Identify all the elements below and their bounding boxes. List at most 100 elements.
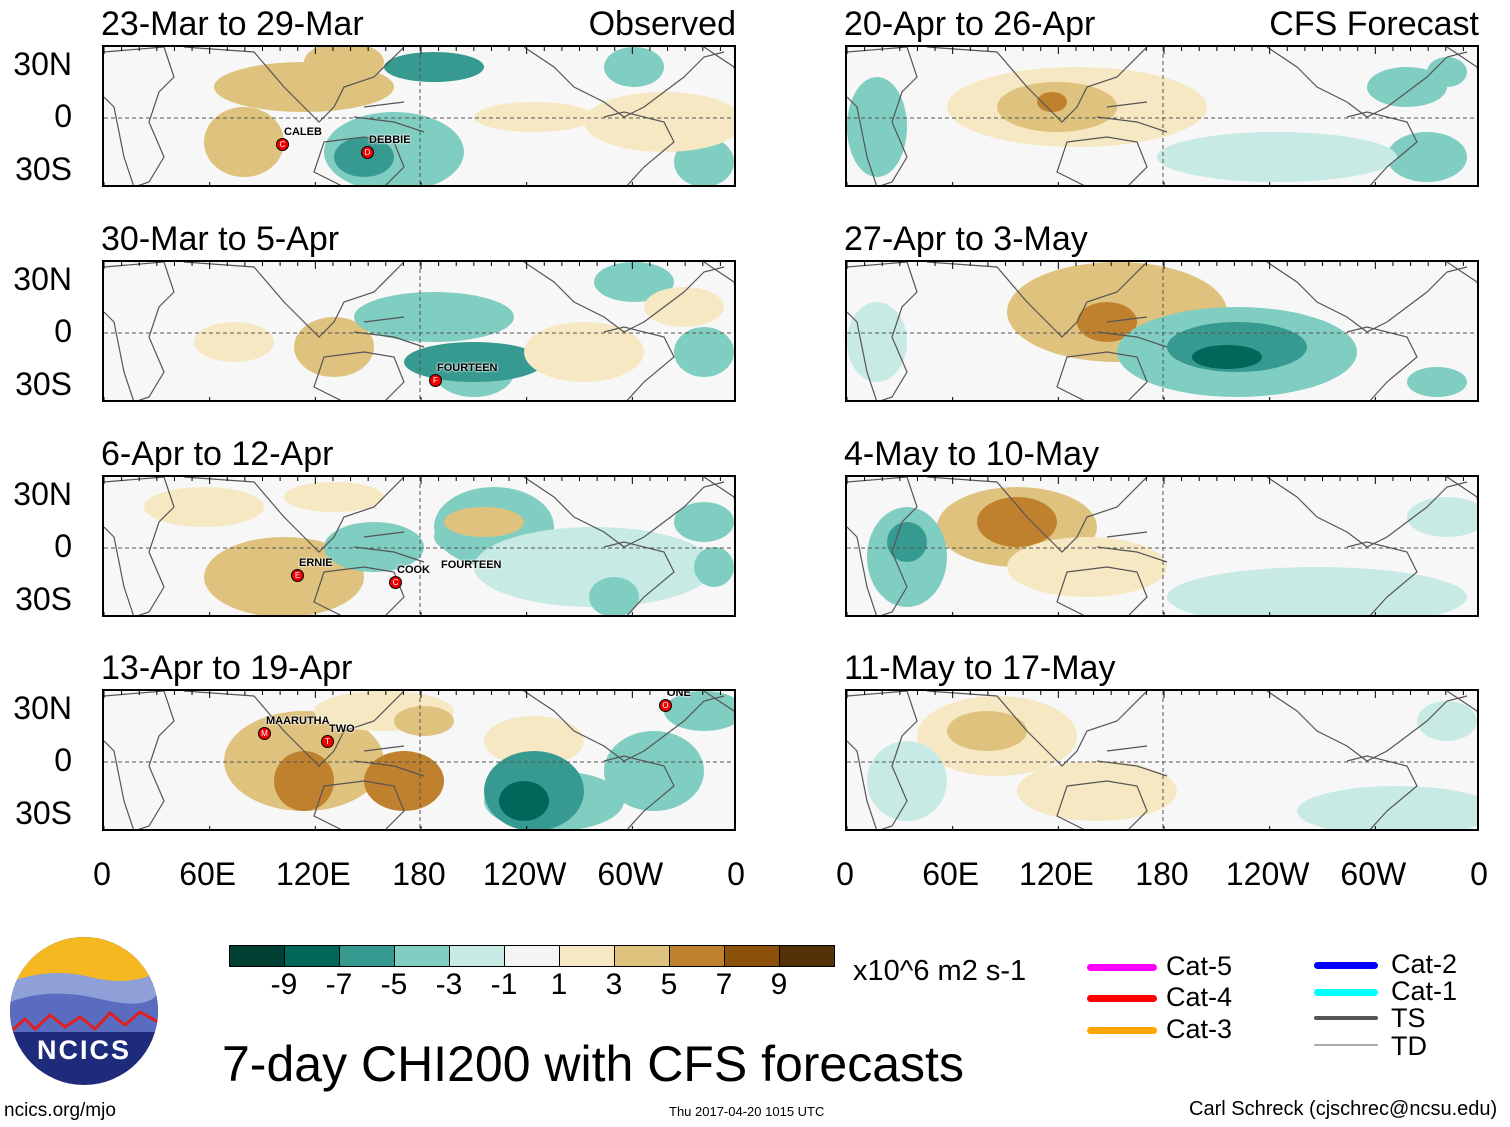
colorbar-label: -7 [325,968,353,1001]
anomaly-contour [847,302,907,382]
logo-text: NCICS [36,1035,131,1065]
colorbar-label: 1 [550,968,568,1001]
storm-label: CALEB [284,126,322,138]
map-panel: M MAARUTHA T TWO O ONE [102,689,736,831]
colorbar-label: -1 [490,968,518,1001]
lat-label: 0 [54,742,72,778]
legend-line-td [1314,1044,1378,1046]
storm-label: ONE [667,689,691,699]
storm-marker-icon[interactable]: E [291,569,304,582]
map-panel: E ERNIE C COOK FOURTEEN [102,475,736,617]
colorbar-swatch [559,945,615,967]
anomaly-contour [284,482,384,512]
anomaly-contour [674,327,734,377]
colorbar-units: x10^6 m2 s-1 [853,955,1027,987]
lon-label: 60E [179,856,237,892]
storm-marker-icon[interactable]: C [276,138,289,151]
lon-label: 60W [1340,856,1407,892]
lon-label: 0 [93,856,111,892]
anomaly-contour [1007,537,1167,597]
storm-marker-icon[interactable]: D [361,146,374,159]
panel-title: 30-Mar to 5-Apr [101,220,340,258]
storm-label: TWO [329,723,355,735]
panel-title: 13-Apr to 19-Apr [101,649,353,687]
legend-line-cat-2 [1314,962,1378,969]
lat-label: 30N [13,46,72,82]
chi200-anomaly-map [104,262,734,400]
lat-label: 0 [54,313,72,349]
anomaly-contour [1407,497,1477,537]
storm-marker-icon[interactable]: C [389,576,402,589]
storm-marker-icon[interactable]: T [321,735,334,748]
anomaly-contour [1387,132,1467,182]
legend-label: TS [1391,1003,1426,1033]
chi200-anomaly-map [847,262,1477,400]
legend-label: TD [1391,1031,1427,1061]
map-panel [845,260,1479,402]
anomaly-contour [664,691,734,731]
lon-label: 180 [392,856,446,892]
lon-label: 120E [1018,856,1094,892]
storm-label: ERNIE [299,557,333,569]
colorbar-swatch [669,945,725,967]
storm-label: MAARUTHA [266,715,330,727]
anomaly-contour [324,522,424,572]
colorbar-label: 7 [715,968,733,1001]
map-panel [845,689,1479,831]
colorbar-swatch [779,945,835,967]
anomaly-contour [499,781,549,821]
logo-mountains-icon [10,937,158,1034]
anomaly-contour [1192,345,1262,369]
anomaly-contour [444,507,524,537]
anomaly-contour [1297,786,1477,829]
map-panel: F FOURTEEN [102,260,736,402]
site-link[interactable]: ncics.org/mjo [4,1100,116,1121]
anomaly-contour [144,487,264,527]
main-title: 7-day CHI200 with CFS forecasts [222,1036,964,1092]
anomaly-contour [1167,567,1467,615]
legend-line-cat-1 [1314,989,1378,996]
colorbar-label: -5 [380,968,408,1001]
anomaly-contour [204,537,364,615]
legend-line-cat-5 [1087,964,1157,971]
lon-label: 0 [727,856,745,892]
anomaly-contour [867,741,947,821]
map-panel [845,45,1479,187]
forecast-label: CFS Forecast [1269,5,1479,43]
storm-marker-icon[interactable]: O [659,699,672,712]
anomaly-contour [1017,761,1177,821]
colorbar-swatch [724,945,780,967]
lat-label: 30N [13,261,72,297]
storm-marker-icon[interactable]: F [429,374,442,387]
colorbar-swatch [449,945,505,967]
lat-label: 0 [54,528,72,564]
colorbar-swatch [339,945,395,967]
lat-label: 30S [15,151,72,187]
lon-label: 120W [1225,856,1310,892]
legend-line-cat-4 [1087,995,1157,1002]
anomaly-contour [847,77,907,177]
anomaly-contour [1407,367,1467,397]
coastlines [847,262,1477,400]
lat-label: 30S [15,795,72,831]
panel-title: 27-Apr to 3-May [844,220,1088,258]
anomaly-contour [474,102,594,132]
anomaly-contour [1417,701,1477,741]
chi200-anomaly-map [104,477,734,615]
anomaly-contour [354,292,514,342]
coastlines [847,691,1477,829]
colorbar-label: -3 [435,968,463,1001]
colorbar-swatch [229,945,285,967]
coastlines [104,47,734,185]
panel-title: 4-May to 10-May [844,435,1100,473]
storm-marker-icon[interactable]: M [258,727,271,740]
colorbar-swatch [614,945,670,967]
legend-label: Cat-4 [1166,982,1233,1012]
colorbar-label: 9 [770,968,788,1001]
ncics-logo: NCICS [10,937,158,1085]
anomaly-contour [304,47,384,82]
lat-label: 30N [13,476,72,512]
anomaly-contour [524,322,644,382]
lon-label: 120E [275,856,351,892]
coastlines [847,47,1477,185]
